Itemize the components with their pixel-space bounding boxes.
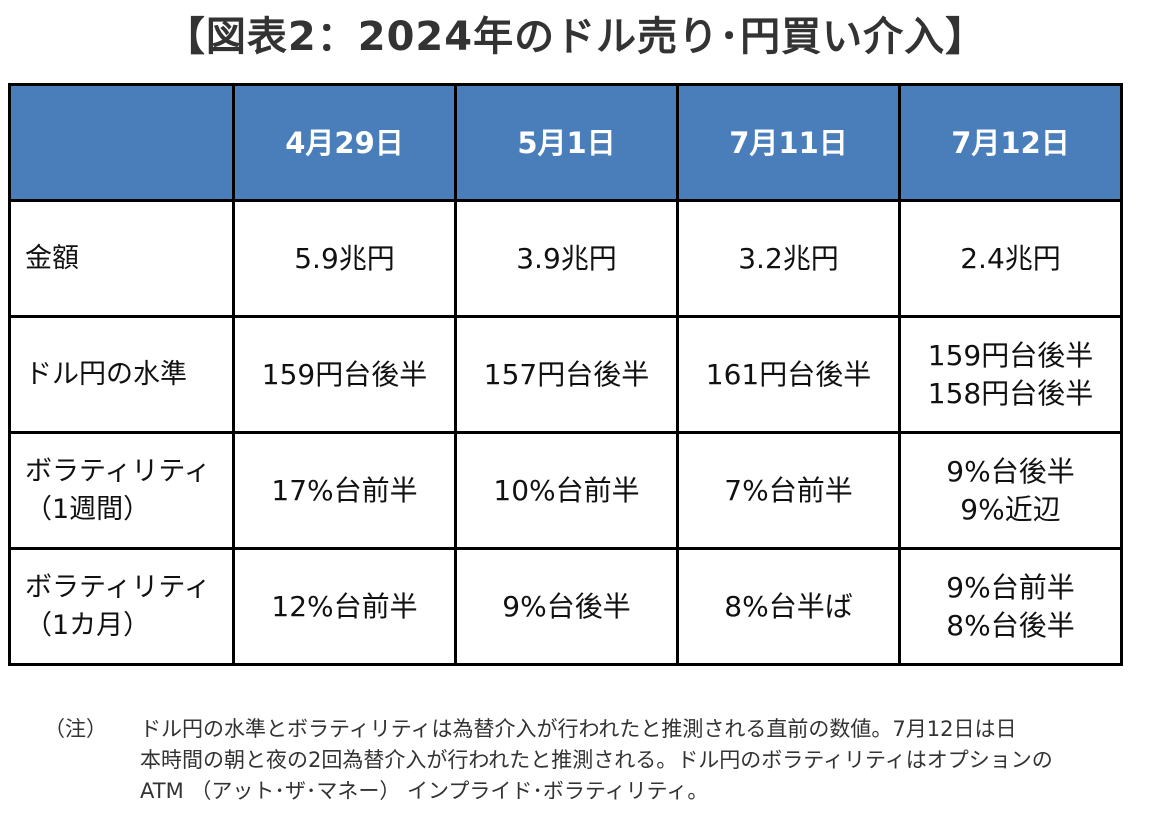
row-label-subtext: （1週間） [25,493,151,525]
table-cell: 159円台後半 [232,315,457,434]
cell-value: 2.4兆円 [960,241,1061,275]
table-cell: 2.4兆円 [898,199,1123,318]
cell-value: 12%台前半 [271,589,418,623]
cell-value: 5.9兆円 [294,241,395,275]
table-cell: 17%台前半 [232,431,457,550]
cell-value: 10%台前半 [493,473,640,507]
cell-value: 8%台後半 [946,608,1075,642]
cell-value: 9%台後半 [502,589,631,623]
table-cell: 3.9兆円 [454,199,679,318]
cell-value: 9%台前半 [946,570,1075,604]
cell-value: 157円台後半 [483,357,650,391]
table-row-amount: 金額 5.9兆円 3.9兆円 3.2兆円 2.4兆円 [8,199,1123,318]
row-label-text: 金額 [25,242,79,274]
table-cell: 9%台後半 [454,547,679,666]
row-label-volatility-1w: ボラティリティ （1週間） [8,431,235,550]
table-cell: 10%台前半 [454,431,679,550]
table-cell: 7%台前半 [676,431,901,550]
footnote-line: ATM （アット･ザ･マネー） インプライド･ボラティリティ。 [140,779,709,803]
cell-value: 17%台前半 [271,473,418,507]
row-label-amount: 金額 [8,199,235,318]
cell-value: 9%台後半 [946,454,1075,488]
cell-value: 3.9兆円 [516,241,617,275]
row-label-text: ドル円の水準 [25,358,187,390]
cell-value: 159円台後半 [261,357,428,391]
table-row-usdjpy-level: ドル円の水準 159円台後半 157円台後半 161円台後半 159円台後半 1… [8,315,1123,434]
table-cell: 9%台後半 9%近辺 [898,431,1123,550]
table-cell: 5.9兆円 [232,199,457,318]
cell-value: 158円台後半 [927,376,1094,410]
cell-value: 8%台半ば [724,589,853,623]
table-cell: 3.2兆円 [676,199,901,318]
cell-value: 159円台後半 [927,338,1094,372]
footnote-line: 本時間の朝と夜の2回為替介入が行われたと推測される。ドル円のボラティリティはオプ… [140,748,1053,772]
table-row-volatility-1m: ボラティリティ （1カ月） 12%台前半 9%台後半 8%台半ば 9%台前半 8… [8,547,1123,666]
row-label-subtext: （1カ月） [25,609,151,641]
footnote-line: ドル円の水準とボラティリティは為替介入が行われたと推測される直前の数値。7月12… [140,717,1017,741]
table-cell: 157円台後半 [454,315,679,434]
table-row-volatility-1w: ボラティリティ （1週間） 17%台前半 10%台前半 7%台前半 9%台後半 … [8,431,1123,550]
cell-value: 7%台前半 [724,473,853,507]
footnote-label: （注） [44,717,107,741]
table-cell: 8%台半ば [676,547,901,666]
cell-value: 3.2兆円 [738,241,839,275]
footnote-text: ドル円の水準とボラティリティは為替介入が行われたと推測される直前の数値。7月12… [140,714,1146,807]
header-date-jul12: 7月12日 [898,83,1123,202]
cell-value: 161円台後半 [705,357,872,391]
row-label-volatility-1m: ボラティリティ （1カ月） [8,547,235,666]
intervention-table: 4月29日 5月1日 7月11日 7月12日 金額 5.9兆円 3.9兆円 3.… [8,83,1123,666]
table-cell: 159円台後半 158円台後半 [898,315,1123,434]
header-date-apr29: 4月29日 [232,83,457,202]
row-label-text: ボラティリティ [25,455,211,487]
table-cell: 9%台前半 8%台後半 [898,547,1123,666]
header-date-jul11: 7月11日 [676,83,901,202]
table-cell: 161円台後半 [676,315,901,434]
row-label-usdjpy-level: ドル円の水準 [8,315,235,434]
table-header-row: 4月29日 5月1日 7月11日 7月12日 [8,83,1123,202]
header-date-may1: 5月1日 [454,83,679,202]
table-cell: 12%台前半 [232,547,457,666]
row-label-text: ボラティリティ [25,571,211,603]
header-corner-cell [8,83,235,202]
figure-title: 【図表2：2024年のドル売り･円買い介入】 [164,14,987,60]
cell-value: 9%近辺 [960,492,1061,526]
